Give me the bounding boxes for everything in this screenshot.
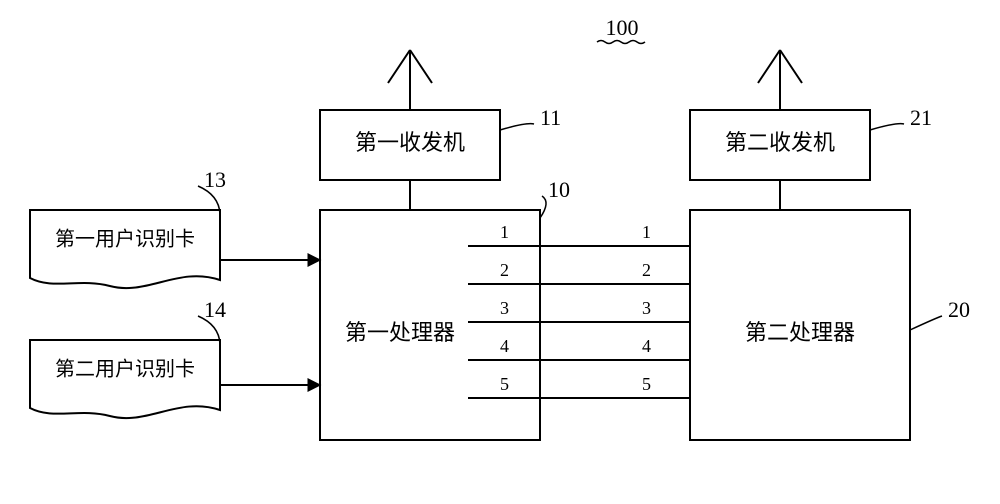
bus-label-left: 1 — [500, 222, 509, 242]
antenna-icon — [388, 50, 432, 110]
ref-leader — [910, 316, 942, 330]
node-sim1: 第一用户识别卡 13 — [30, 167, 226, 288]
ref-leader — [870, 124, 904, 130]
node-label: 第二收发机 — [725, 130, 835, 155]
ref-leader — [500, 124, 534, 130]
node-proc1: 第一处理器 10 — [320, 177, 570, 440]
figure-ref-underline — [597, 41, 645, 44]
bus-label-right: 5 — [642, 374, 651, 394]
node-label: 第一收发机 — [355, 130, 465, 155]
bus-label-left: 4 — [500, 336, 509, 356]
node-label: 第一用户识别卡 — [55, 228, 195, 251]
node-label: 第二用户识别卡 — [55, 358, 195, 381]
node-label: 第一处理器 — [345, 320, 455, 345]
antenna-icon — [758, 50, 802, 110]
diagram-canvas: 100第一用户识别卡13第二用户识别卡14第一处理器10第二处理器20第一收发机… — [0, 0, 1000, 504]
figure-ref-label: 100 — [606, 15, 639, 40]
bus-label-left: 5 — [500, 374, 509, 394]
ref-label: 13 — [204, 167, 226, 192]
ref-label: 14 — [204, 297, 226, 322]
node-trx1: 第一收发机 11 — [320, 50, 561, 180]
bus-label-right: 3 — [642, 298, 651, 318]
bus-label-right: 4 — [642, 336, 651, 356]
bus-label-left: 2 — [500, 260, 509, 280]
bus-label-left: 3 — [500, 298, 509, 318]
node-trx2: 第二收发机 21 — [690, 50, 932, 180]
node-proc2: 第二处理器 20 — [690, 210, 970, 440]
ref-label: 10 — [548, 177, 570, 202]
bus-label-right: 2 — [642, 260, 651, 280]
ref-label: 21 — [910, 105, 932, 130]
ref-label: 20 — [948, 297, 970, 322]
node-sim2: 第二用户识别卡 14 — [30, 297, 226, 418]
bus-label-right: 1 — [642, 222, 651, 242]
node-label: 第二处理器 — [745, 320, 855, 345]
ref-label: 11 — [540, 105, 561, 130]
